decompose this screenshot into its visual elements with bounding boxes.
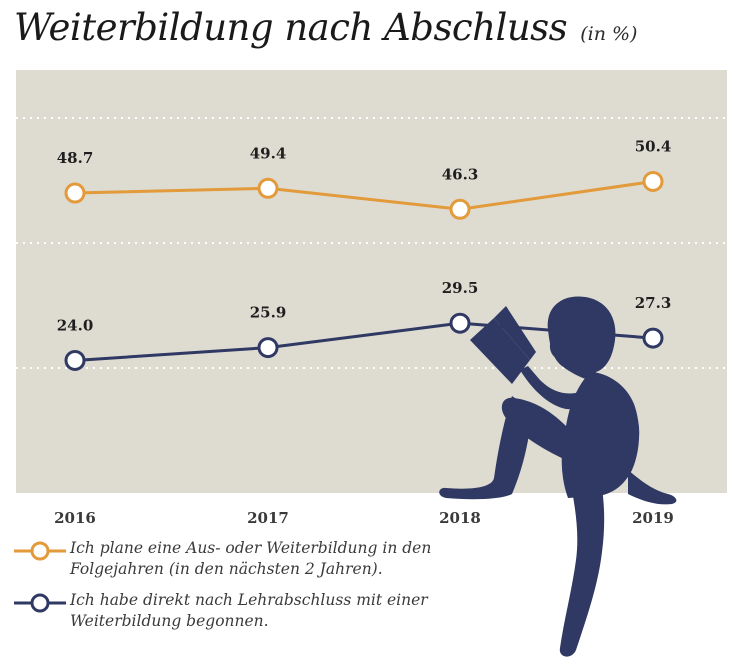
data-label-navy-2017: 25.9	[250, 304, 287, 322]
data-label-orange-2019: 50.4	[635, 137, 672, 155]
chart-title-row: Weiterbildung nach Abschluss (in %)	[14, 6, 637, 49]
chart-unit: (in %)	[580, 23, 638, 45]
data-point-orange-2019	[642, 170, 664, 192]
x-tick-2019: 2019	[632, 509, 674, 527]
data-labels: 48.7 49.4 46.3 50.4 24.0 25.9 29.5 27.3	[57, 137, 672, 334]
data-label-navy-2018: 29.5	[442, 279, 479, 297]
chart-legend: Ich plane eine Aus- oder Weiterbildung i…	[14, 538, 534, 642]
legend-label-navy-line1: Ich habe direkt nach Lehrabschluss mit e…	[70, 591, 428, 609]
x-tick-2018: 2018	[439, 509, 481, 527]
data-label-orange-2017: 49.4	[250, 144, 287, 162]
legend-item-orange: Ich plane eine Aus- oder Weiterbildung i…	[14, 538, 534, 580]
data-point-navy-2018	[449, 312, 471, 334]
data-label-navy-2019: 27.3	[635, 294, 672, 312]
data-point-navy-2019	[642, 327, 664, 349]
data-point-orange-2017	[257, 177, 279, 199]
circle-marker-navy-icon	[14, 593, 66, 613]
data-point-orange-2016	[64, 182, 86, 204]
legend-item-navy: Ich habe direkt nach Lehrabschluss mit e…	[14, 590, 534, 632]
data-point-navy-2016	[64, 349, 86, 371]
series-points	[64, 170, 664, 371]
legend-label-orange-line2: Folgejahren (in den nächsten 2 Jahren).	[70, 560, 383, 578]
legend-label-navy-line2: Weiterbildung begonnen.	[70, 612, 269, 630]
data-point-navy-2017	[257, 337, 279, 359]
series-line-orange	[74, 180, 654, 211]
data-label-navy-2016: 24.0	[57, 316, 94, 334]
legend-label-orange-line1: Ich plane eine Aus- oder Weiterbildung i…	[70, 539, 432, 557]
data-point-orange-2018	[449, 198, 471, 220]
data-label-orange-2018: 46.3	[442, 165, 479, 183]
x-tick-2016: 2016	[54, 509, 96, 527]
x-tick-2017: 2017	[247, 509, 289, 527]
data-label-orange-2016: 48.7	[57, 149, 94, 167]
circle-marker-orange-icon	[14, 541, 66, 561]
chart-title: Weiterbildung nach Abschluss	[14, 6, 568, 49]
x-axis-ticks: 2016 2017 2018 2019	[54, 509, 674, 527]
